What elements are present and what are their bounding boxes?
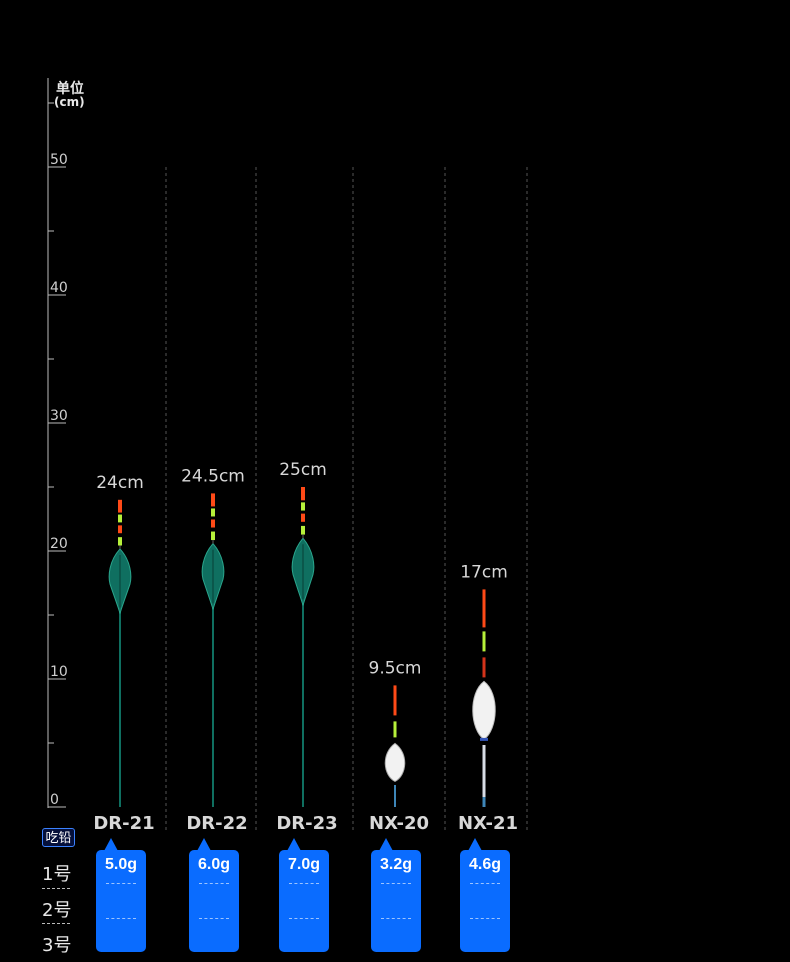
tag-divider <box>289 883 319 884</box>
tag-divider <box>199 883 229 884</box>
float-nx-21: 17cm NX-21 <box>458 562 518 834</box>
grade-divider <box>42 923 70 924</box>
float-length-label: 24.5cm <box>181 466 245 486</box>
float-nx-20: 9.5cm NX-20 <box>369 658 429 834</box>
y-tick-label: 0 <box>50 792 59 808</box>
lead-weight-value: 5.0g <box>104 856 137 873</box>
y-tick-label: 50 <box>50 152 68 168</box>
tag-divider <box>199 918 229 919</box>
tag-divider <box>470 883 500 884</box>
model-label: NX-20 <box>369 813 429 834</box>
grade-1: 1号 <box>42 864 72 885</box>
tag-pointer <box>468 838 482 851</box>
lead-weight-tag: 5.0g <box>96 838 146 952</box>
float-length-label: 17cm <box>460 562 508 582</box>
lead-weight-value: 7.0g <box>287 856 320 873</box>
lead-weight-value: 3.2g <box>379 856 412 873</box>
float-dr-21: 24cm DR-21 <box>93 473 154 834</box>
model-label: NX-21 <box>458 813 518 834</box>
float-length-label: 24cm <box>96 473 144 493</box>
float-body <box>384 742 406 782</box>
float-dr-22: 24.5cm DR-22 <box>181 466 248 834</box>
tag-divider <box>381 883 411 884</box>
lead-weight-tag: 3.2g <box>371 838 421 952</box>
y-tick-label: 10 <box>50 664 68 680</box>
model-label: DR-22 <box>186 813 247 834</box>
float-length-label: 25cm <box>279 460 327 480</box>
tag-pointer <box>379 838 393 851</box>
tag-divider <box>470 918 500 919</box>
unit-label: 单位 <box>56 81 84 97</box>
y-axis: 0 10 20 30 40 50 <box>47 78 68 808</box>
floats: 24cm DR-21 24.5cm DR-22 25cm DR-23 9.5cm NX-20 1… <box>93 460 518 834</box>
tag-divider <box>381 918 411 919</box>
grade-3: 3号 <box>42 935 72 956</box>
tag-pointer <box>197 838 211 851</box>
y-tick-label: 40 <box>50 280 68 296</box>
lead-weight-title: 吃铅 <box>42 828 75 847</box>
y-tick-label: 20 <box>50 536 68 552</box>
tag-pointer <box>287 838 301 851</box>
model-label: DR-23 <box>276 813 337 834</box>
tag-divider <box>106 883 136 884</box>
tag-pointer <box>104 838 118 851</box>
float-dr-23: 25cm DR-23 <box>276 460 337 834</box>
model-label: DR-21 <box>93 813 154 834</box>
lead-weight-tag: 7.0g <box>279 838 329 952</box>
y-tick-label: 30 <box>50 408 68 424</box>
tag-divider <box>106 918 136 919</box>
lead-weight-value: 4.6g <box>468 856 501 873</box>
lead-weight-tag: 6.0g <box>189 838 239 952</box>
unit-sub: (cm) <box>54 95 85 109</box>
tag-divider <box>289 918 319 919</box>
float-length-label: 9.5cm <box>369 658 422 678</box>
float-body <box>472 680 496 741</box>
grade-divider <box>42 888 70 889</box>
grade-2: 2号 <box>42 900 72 921</box>
lead-weight-value: 6.0g <box>197 856 230 873</box>
column-dividers <box>165 167 528 832</box>
lead-weight-tag: 4.6g <box>460 838 510 952</box>
